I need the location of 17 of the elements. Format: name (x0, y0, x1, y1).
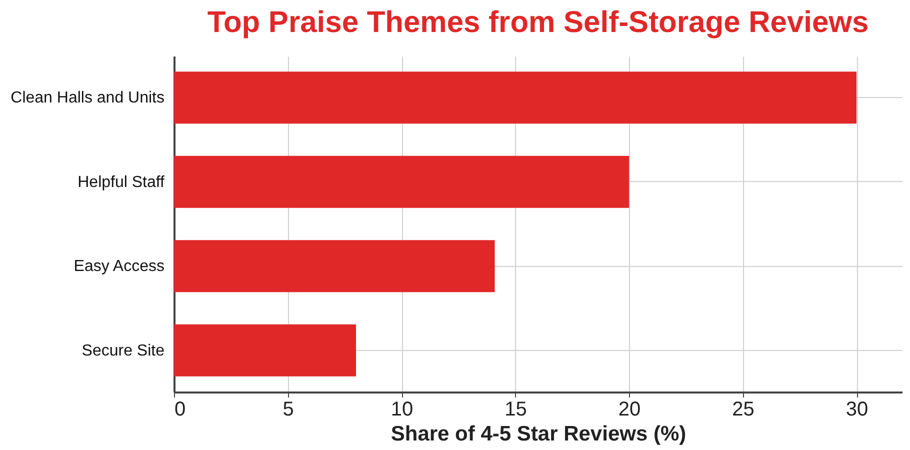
x-tick-label: 25 (732, 398, 754, 420)
chart-title: Top Praise Themes from Self-Storage Reviews (207, 6, 869, 39)
x-tick-label: 15 (504, 398, 527, 420)
x-tick-label: 30 (846, 398, 868, 420)
y-tick-label: Clean Halls and Units (10, 90, 164, 107)
y-tick-label: Secure Site (82, 342, 165, 360)
bar (174, 324, 356, 376)
x-tick-label: 5 (282, 398, 294, 420)
x-axis-title: Share of 4-5 Star Reviews (%) (390, 422, 686, 446)
bar (174, 156, 629, 208)
x-tick-label: 0 (174, 398, 186, 420)
x-tick-label: 10 (390, 398, 414, 420)
y-tick-label: Helpful Staff (78, 174, 166, 191)
y-tick-label: Easy Access (74, 258, 164, 276)
bar (174, 240, 495, 292)
x-tick-label: 20 (618, 398, 641, 420)
bar (174, 72, 856, 124)
